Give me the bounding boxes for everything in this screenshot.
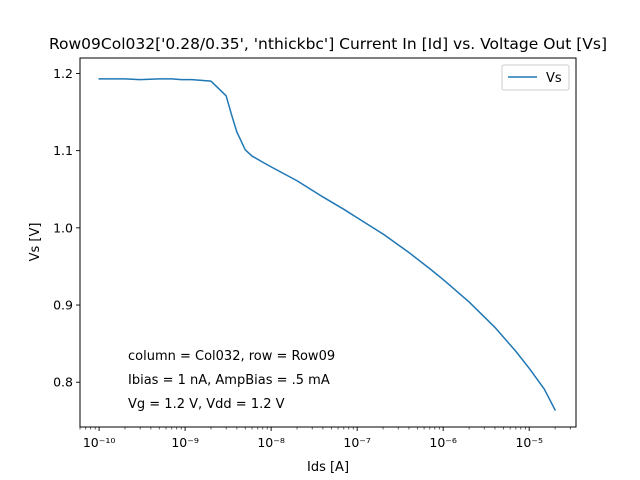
y-axis-label: Vs [V] xyxy=(28,223,43,262)
annotation-line-1: column = Col032, row = Row09 xyxy=(128,349,335,364)
legend: Vs xyxy=(501,64,570,91)
y-tick-label: 1.0 xyxy=(53,220,73,235)
plot-area: 10⁻¹⁰ 10⁻⁹ 10⁻⁸ 10⁻⁷ 10⁻⁶ 10⁻⁵ 0.8 0.9 1.0 1.1 1.… xyxy=(53,57,577,450)
y-tick-label: 0.8 xyxy=(53,375,73,390)
annotation-line-3: Vg = 1.2 V, Vdd = 1.2 V xyxy=(128,397,285,412)
y-tick-label: 1.2 xyxy=(53,66,73,81)
x-tick-label: 10⁻¹⁰ xyxy=(83,435,116,450)
series-line-vs xyxy=(98,78,556,411)
y-axis-ticks: 0.8 0.9 1.0 1.1 1.2 xyxy=(53,66,80,390)
x-axis-label: Ids [A] xyxy=(307,460,349,475)
x-tick-label: 10⁻⁶ xyxy=(429,435,457,450)
annotations: column = Col032, row = Row09 Ibias = 1 n… xyxy=(128,349,335,412)
annotation-line-2: Ibias = 1 nA, AmpBias = .5 mA xyxy=(128,373,330,388)
legend-label-vs: Vs xyxy=(546,71,562,86)
x-tick-label: 10⁻⁸ xyxy=(257,435,285,450)
x-tick-label: 10⁻⁹ xyxy=(171,435,199,450)
y-tick-label: 1.1 xyxy=(53,143,73,158)
chart-title: Row09Col032['0.28/0.35', 'nthickbc'] Cur… xyxy=(49,35,607,53)
plot-frame xyxy=(79,57,577,428)
x-tick-label: 10⁻⁷ xyxy=(343,435,371,450)
x-axis-ticks: 10⁻¹⁰ 10⁻⁹ 10⁻⁸ 10⁻⁷ 10⁻⁶ 10⁻⁵ xyxy=(79,427,571,450)
x-tick-label: 10⁻⁵ xyxy=(515,435,543,450)
y-tick-label: 0.9 xyxy=(53,298,73,313)
